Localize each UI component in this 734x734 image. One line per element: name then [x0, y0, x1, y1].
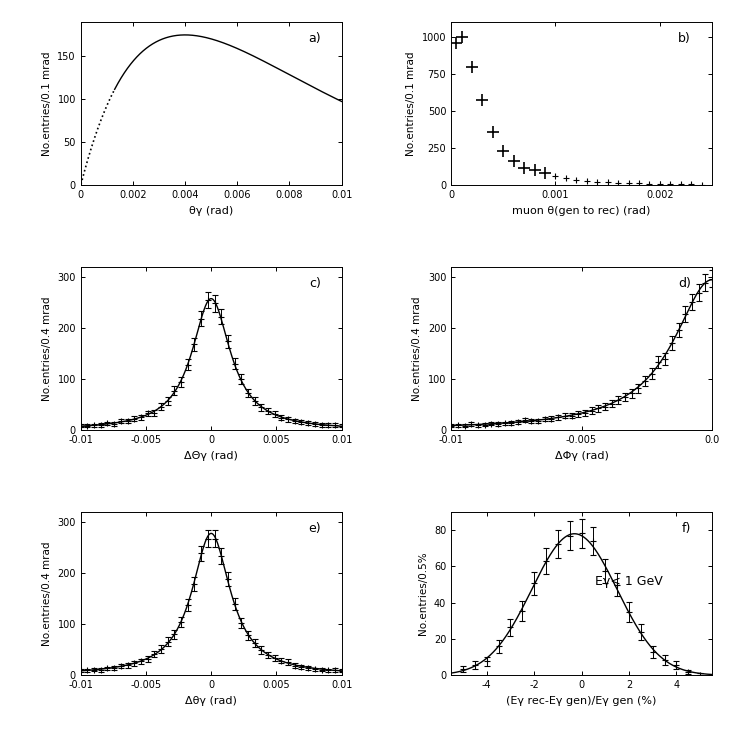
Text: b): b) — [678, 32, 691, 45]
X-axis label: muon θ(gen to rec) (rad): muon θ(gen to rec) (rad) — [512, 206, 651, 216]
X-axis label: ΔΦγ (rad): ΔΦγ (rad) — [555, 451, 608, 461]
Text: f): f) — [682, 522, 691, 534]
Text: c): c) — [309, 277, 321, 290]
Y-axis label: No.entries/0.4 mrad: No.entries/0.4 mrad — [42, 542, 52, 646]
Y-axis label: No.entries/0.4 mrad: No.entries/0.4 mrad — [42, 297, 52, 401]
X-axis label: Δθγ (rad): Δθγ (rad) — [185, 696, 237, 705]
Y-axis label: No.entries/0.1 mrad: No.entries/0.1 mrad — [42, 51, 52, 156]
X-axis label: (Eγ rec-Eγ gen)/Eγ gen (%): (Eγ rec-Eγ gen)/Eγ gen (%) — [506, 696, 657, 705]
X-axis label: ΔΘγ (rad): ΔΘγ (rad) — [184, 451, 238, 461]
Y-axis label: No.entries/0.1 mrad: No.entries/0.1 mrad — [406, 51, 416, 156]
Text: e): e) — [308, 522, 321, 534]
Y-axis label: No.entries/0.5%: No.entries/0.5% — [418, 552, 429, 636]
Text: d): d) — [678, 277, 691, 290]
Text: Eγ< 1 GeV: Eγ< 1 GeV — [595, 575, 662, 589]
X-axis label: θγ (rad): θγ (rad) — [189, 206, 233, 216]
Y-axis label: No.entries/0.4 mrad: No.entries/0.4 mrad — [413, 297, 422, 401]
Text: a): a) — [308, 32, 321, 45]
